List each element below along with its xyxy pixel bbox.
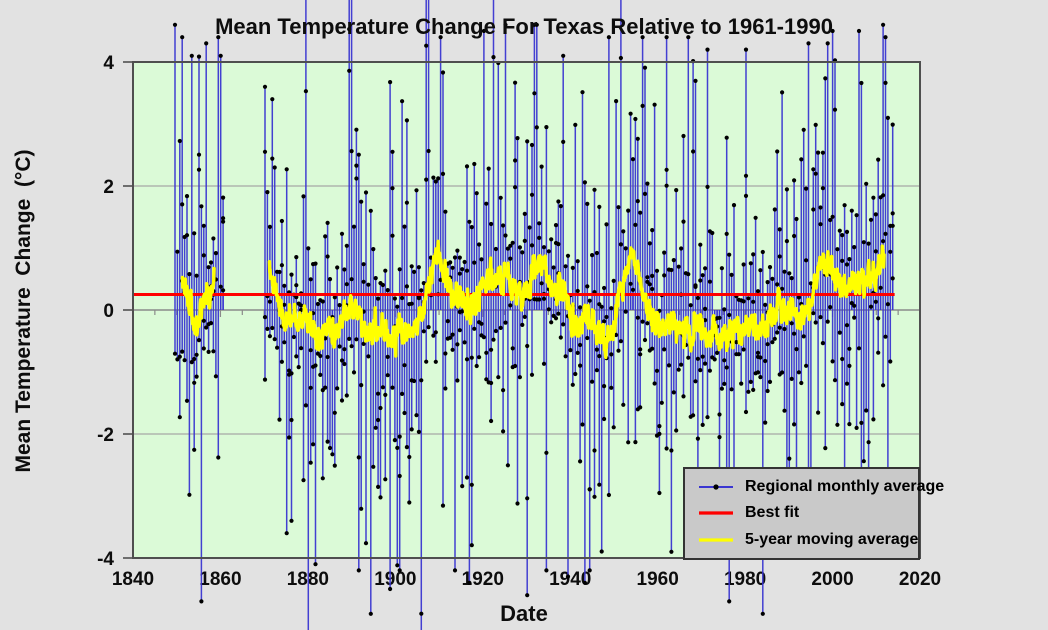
svg-text:2020: 2020 — [899, 569, 941, 590]
svg-text:-2: -2 — [97, 425, 114, 446]
svg-text:1920: 1920 — [462, 569, 504, 590]
svg-text:1900: 1900 — [374, 569, 416, 590]
monthly-stem-marker-icon — [699, 484, 733, 490]
svg-text:1840: 1840 — [112, 569, 154, 590]
svg-text:-4: -4 — [97, 549, 114, 570]
svg-text:1980: 1980 — [724, 569, 766, 590]
moving-average-line — [180, 239, 886, 360]
svg-text:4: 4 — [103, 53, 114, 74]
chart-title: Mean Temperature Change For Texas Relati… — [215, 14, 833, 39]
moving-average-line-icon — [699, 538, 733, 542]
legend-item-best-fit: Best fit — [698, 504, 914, 522]
plot-border — [132, 61, 921, 559]
svg-text:2000: 2000 — [811, 569, 853, 590]
legend-label-monthly: Regional monthly average — [745, 478, 945, 496]
svg-text:1940: 1940 — [549, 569, 591, 590]
legend-item-moving-average: 5-year moving average — [698, 531, 918, 549]
svg-text:1860: 1860 — [199, 569, 241, 590]
x-axis-title: Date — [500, 601, 548, 626]
svg-text:2: 2 — [103, 177, 114, 198]
best-fit-line-icon — [699, 511, 733, 516]
y-tick-labels: 86420-2-4-6-8 — [97, 53, 114, 570]
y-axis-ticks — [123, 61, 133, 559]
legend-label-moving-average: 5-year moving average — [745, 530, 919, 548]
legend-label-best-fit: Best fit — [745, 504, 800, 522]
legend-item-monthly: Regional monthly average — [698, 478, 944, 496]
legend: Regional monthly average Best fit 5-year… — [683, 467, 944, 560]
x-tick-labels: 1840 1860 1880 1900 1920 1940 1960 1980 2000 2020 — [112, 569, 941, 590]
svg-text:0: 0 — [103, 301, 114, 322]
svg-text:1960: 1960 — [637, 569, 679, 590]
y-axis-title: Mean Temperature Change (°C) — [12, 149, 35, 473]
